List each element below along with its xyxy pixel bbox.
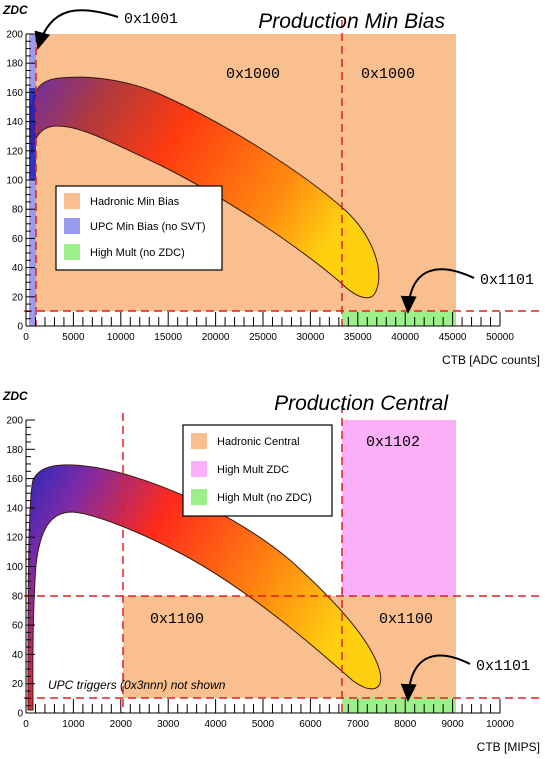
x-tick-label: 20000 (202, 332, 230, 343)
code-0x1100-b: 0x1100 (379, 611, 433, 628)
y-tick-label: 180 (6, 445, 23, 456)
x-tick-label: 9000 (441, 719, 464, 730)
x-tick-label: 10000 (107, 332, 135, 343)
region-high-mult-no-zdc-2 (342, 698, 456, 713)
code-0x1101-bottom: 0x1101 (476, 658, 530, 675)
x-tick-label: 8000 (394, 719, 417, 730)
region-high-mult-zdc (342, 420, 456, 596)
x-tick-label: 0 (23, 332, 29, 343)
x-tick-label: 45000 (439, 332, 467, 343)
legend-bottom-2: High Mult (no ZDC) (217, 492, 312, 504)
y-tick-label: 180 (6, 59, 23, 70)
y-tick-label: 20 (12, 292, 24, 303)
legend-bottom-1: High Mult ZDC (217, 464, 289, 476)
y-tick-label: 100 (6, 562, 23, 573)
arrow-0x1001 (34, 9, 119, 50)
x-tick-label: 0 (23, 719, 29, 730)
note-upc: UPC triggers (0x3nnn) not shown (48, 678, 226, 692)
region-high-mult-no-zdc (342, 311, 456, 326)
y-tick-label: 160 (6, 88, 23, 99)
y-tick-label: 0 (17, 322, 23, 333)
y-tick-label: 200 (6, 416, 23, 427)
y-tick-label: 120 (6, 533, 23, 544)
y-tick-label: 80 (12, 205, 24, 216)
ylabel-top: ZDC (2, 3, 28, 17)
xlabel-bottom: CTB [MIPS] (477, 740, 540, 754)
y-tick-label: 40 (12, 650, 24, 661)
y-tick-label: 20 (12, 679, 24, 690)
x-tick-label: 2000 (110, 719, 133, 730)
x-tick-label: 7000 (347, 719, 370, 730)
y-tick-label: 60 (12, 621, 24, 632)
code-0x1000-a: 0x1000 (226, 66, 280, 83)
x-tick-label: 30000 (296, 332, 324, 343)
arrow-0x1101-top (400, 268, 475, 314)
panel-bottom: 0 20 40 60 80 100 120 140 160 180 200 0 1000 2000 300… (2, 389, 540, 754)
y-tick-label: 140 (6, 503, 23, 514)
y-tick-label: 80 (12, 591, 24, 602)
y-tick-label: 60 (12, 234, 24, 245)
x-tick-label: 15000 (154, 332, 182, 343)
y-tick-label: 160 (6, 474, 23, 485)
legend-top-0: Hadronic Min Bias (90, 196, 180, 208)
x-tick-label: 25000 (249, 332, 277, 343)
x-tick-label: 3000 (157, 719, 180, 730)
ylabel-bottom: ZDC (2, 389, 28, 403)
y-tick-label: 200 (6, 30, 23, 41)
legend-top: Hadronic Min Bias UPC Min Bias (no SVT) … (55, 185, 223, 271)
title-bottom: Production Central (274, 392, 449, 415)
y-tick-label: 100 (6, 176, 23, 187)
legend-bottom: Hadronic Central High Mult ZDC High Mult… (182, 424, 333, 517)
code-0x1001: 0x1001 (124, 11, 178, 28)
x-tick-label: 6000 (299, 719, 322, 730)
y-tick-label: 140 (6, 117, 23, 128)
legend-bottom-0: Hadronic Central (217, 436, 300, 448)
code-0x1101-top: 0x1101 (480, 272, 534, 289)
x-tick-label: 35000 (344, 332, 372, 343)
panel-top: 0 20 40 60 80 100 120 140 160 180 200 0 5000 10000 15… (2, 3, 540, 367)
arrow-0x1101-bottom (400, 654, 471, 702)
code-0x1000-b: 0x1000 (361, 66, 415, 83)
x-tick-label: 10000 (486, 719, 514, 730)
x-tick-label: 50000 (486, 332, 514, 343)
code-0x1102: 0x1102 (366, 434, 420, 451)
xlabel-top: CTB [ADC counts] (442, 353, 540, 367)
x-tick-label: 4000 (204, 719, 227, 730)
legend-top-1: UPC Min Bias (no SVT) (90, 221, 206, 233)
y-tick-label: 120 (6, 146, 23, 157)
code-0x1100-a: 0x1100 (150, 611, 204, 628)
x-tick-label: 5000 (252, 719, 275, 730)
x-tick-label: 1000 (62, 719, 85, 730)
title-top: Production Min Bias (258, 10, 445, 33)
legend-top-2: High Mult (no ZDC) (90, 247, 185, 259)
y-tick-label: 0 (17, 709, 23, 720)
data-band-top-blue (29, 88, 36, 180)
y-tick-label: 40 (12, 263, 24, 274)
x-tick-label: 5000 (62, 332, 85, 343)
x-tick-label: 40000 (391, 332, 419, 343)
